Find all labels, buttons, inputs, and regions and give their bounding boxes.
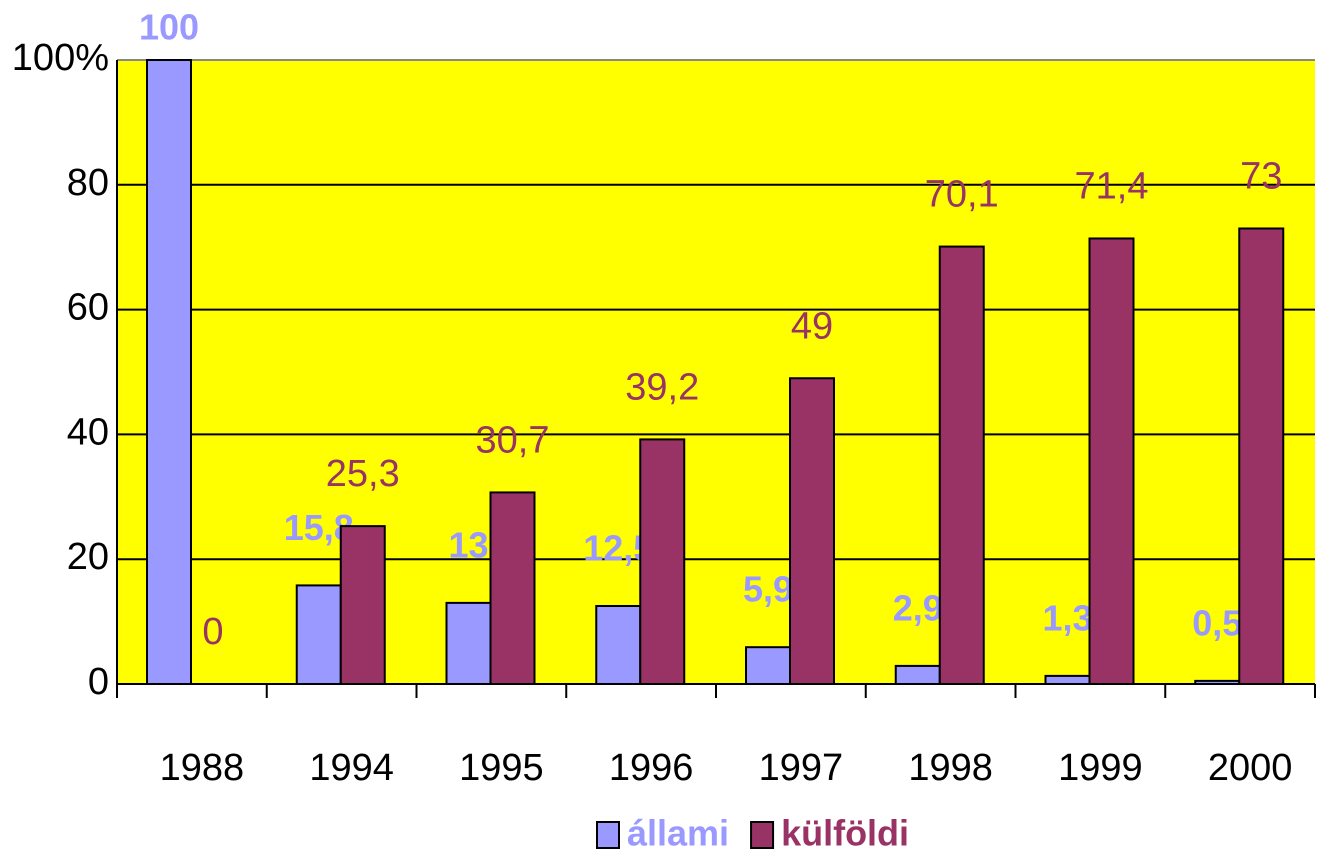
bar bbox=[1194, 679, 1241, 686]
bar bbox=[745, 646, 791, 686]
bar bbox=[1088, 237, 1135, 686]
data-label: 0 bbox=[202, 611, 223, 653]
x-tick-label: 1994 bbox=[309, 747, 394, 789]
bar bbox=[1238, 227, 1285, 685]
x-tick-label: 1988 bbox=[160, 747, 245, 789]
data-label: 100 bbox=[139, 7, 199, 48]
bar bbox=[445, 601, 492, 686]
data-label: 73 bbox=[1240, 156, 1282, 198]
x-tick-label: 1996 bbox=[609, 747, 694, 789]
x-tick-label: 1995 bbox=[459, 747, 544, 789]
legend-marker bbox=[596, 821, 620, 849]
bar bbox=[146, 59, 192, 685]
data-label: 5,9 bbox=[743, 569, 793, 610]
data-label: 49 bbox=[791, 305, 833, 347]
x-tick-label: 1998 bbox=[908, 747, 993, 789]
data-label: 13 bbox=[448, 524, 488, 565]
y-tick-label: 100% bbox=[12, 37, 109, 79]
bar bbox=[489, 491, 536, 685]
data-label: 25,3 bbox=[326, 453, 400, 495]
y-tick-label: 80 bbox=[67, 162, 109, 204]
data-label: 39,2 bbox=[625, 366, 699, 408]
x-tick-label: 1997 bbox=[759, 747, 844, 789]
data-label: 2,9 bbox=[893, 587, 943, 628]
data-label: 1,3 bbox=[1042, 597, 1092, 638]
data-label: 71,4 bbox=[1075, 165, 1149, 207]
x-tick-label: 1999 bbox=[1058, 747, 1143, 789]
bar bbox=[789, 377, 835, 685]
bar bbox=[595, 605, 642, 685]
data-label: 0,5 bbox=[1192, 602, 1242, 643]
x-tick-label: 2000 bbox=[1208, 747, 1293, 789]
bar bbox=[894, 664, 941, 685]
data-label: 70,1 bbox=[925, 174, 999, 216]
bar bbox=[639, 438, 686, 685]
y-tick-label: 0 bbox=[88, 661, 109, 703]
legend-label: külföldi bbox=[781, 813, 909, 854]
y-tick-label: 20 bbox=[67, 536, 109, 578]
bar bbox=[1044, 674, 1091, 685]
legend-marker bbox=[750, 821, 775, 849]
y-tick-label: 60 bbox=[67, 287, 109, 329]
y-tick-label: 40 bbox=[67, 411, 109, 453]
bar bbox=[295, 584, 342, 686]
data-label: 30,7 bbox=[476, 419, 550, 461]
bar bbox=[938, 245, 985, 686]
bar bbox=[339, 525, 386, 685]
legend-label: állami bbox=[627, 813, 729, 854]
